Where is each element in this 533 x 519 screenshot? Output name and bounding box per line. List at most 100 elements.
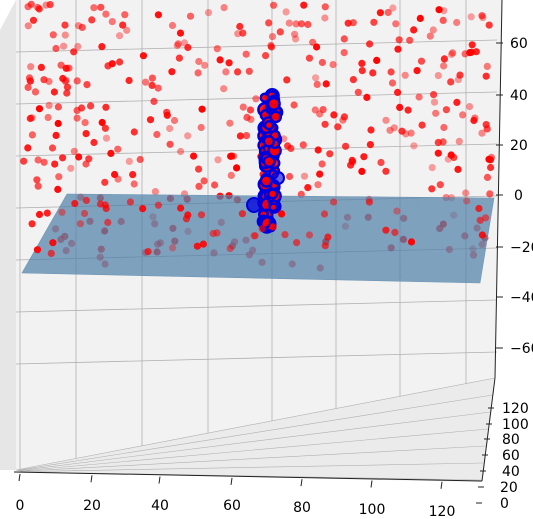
scatter-point — [71, 199, 79, 208]
plane-mesh-line — [342, 196, 367, 281]
scatter-point — [384, 8, 392, 17]
scatter-point — [476, 216, 484, 224]
scatter-point — [170, 116, 179, 125]
scatter-point — [169, 244, 177, 252]
cluster-point — [271, 171, 285, 185]
scatter-point — [258, 225, 266, 233]
scatter-point — [49, 239, 57, 247]
scatter-point — [373, 56, 381, 64]
scatter-point — [428, 164, 436, 172]
scatter-point — [394, 88, 402, 96]
y-tick-label: 20 — [500, 480, 518, 496]
scatter-point — [436, 181, 444, 189]
scatter-point — [269, 223, 277, 231]
scatter-point — [395, 36, 403, 44]
scatter-point — [70, 48, 78, 56]
scatter-point — [312, 74, 320, 82]
scatter-point — [78, 23, 86, 31]
x-axis-line — [13, 471, 483, 482]
scatter-point — [168, 21, 177, 30]
z-tick-label: 40 — [510, 88, 528, 104]
scatter-point — [216, 56, 224, 64]
scatter-point — [247, 115, 255, 123]
scatter-point — [230, 152, 238, 160]
scatter-point — [153, 130, 161, 139]
scatter-point — [150, 97, 158, 105]
scatter-point — [270, 1, 278, 9]
scatter-point — [330, 111, 338, 119]
scatter-point — [366, 141, 374, 149]
z-tick-label: 60 — [510, 36, 528, 52]
scatter-point — [252, 95, 260, 103]
scatter-point — [478, 129, 486, 137]
scatter-point — [226, 119, 234, 127]
scatter-point — [31, 88, 40, 96]
scatter-point — [382, 116, 390, 124]
scatter-point — [454, 165, 462, 173]
scatter-point — [321, 242, 329, 250]
scatter-point — [246, 106, 255, 114]
scatter-point — [101, 178, 109, 186]
z-tick-label: −20 — [510, 240, 533, 256]
scatter-point — [82, 130, 90, 138]
scatter-point — [487, 163, 495, 172]
scatter-point — [287, 144, 295, 153]
scatter-point — [90, 138, 98, 147]
scatter-point — [285, 19, 293, 27]
cluster-point — [246, 197, 262, 213]
scatter-point — [366, 40, 374, 48]
scatter-point — [136, 155, 144, 164]
x-tick-label: 80 — [293, 500, 311, 516]
scatter-point — [455, 137, 463, 145]
scatter-point — [300, 172, 309, 180]
scatter-point — [234, 30, 242, 38]
scatter-point — [478, 231, 486, 239]
scatter-point — [251, 232, 259, 240]
grid-line-z — [15, 39, 498, 53]
plane-mesh-line — [193, 195, 228, 277]
scatter-point — [190, 152, 198, 160]
scatter-point — [309, 38, 317, 46]
scatter-point — [300, 1, 308, 9]
scatter-point — [292, 20, 300, 28]
scatter-point — [292, 35, 300, 43]
scatter-point — [130, 128, 138, 136]
plane-mesh-line — [388, 197, 409, 282]
scatter-point — [459, 111, 467, 119]
scatter-point — [104, 218, 112, 226]
scatter-point — [75, 153, 83, 161]
scatter-point — [293, 239, 301, 247]
plane-mesh-line — [376, 197, 399, 281]
y-tick-label: 120 — [502, 401, 529, 417]
scatter-point — [34, 156, 42, 164]
scatter-point — [456, 71, 464, 79]
scatter-point — [324, 233, 332, 241]
scatter-point — [139, 52, 148, 60]
scatter-point — [432, 109, 440, 117]
scatter-point — [50, 88, 59, 96]
plane-mesh-line — [90, 194, 132, 275]
scatter-point — [236, 22, 244, 31]
scatter-point — [220, 4, 228, 12]
x-tick-label: 20 — [83, 498, 101, 514]
scatter-point — [470, 116, 478, 125]
scatter-point — [390, 124, 398, 132]
scatter-point — [148, 74, 156, 82]
scatter-point — [227, 171, 235, 179]
scatter-point — [44, 113, 52, 122]
scatter-point — [393, 207, 401, 215]
scatter-point — [63, 83, 72, 91]
scatter-point — [82, 160, 90, 168]
plane-mesh-line — [79, 194, 121, 275]
scatter-point — [444, 155, 452, 163]
x-tick — [90, 475, 93, 483]
scatter-point — [108, 18, 116, 26]
scatter-point — [450, 153, 458, 162]
scatter-point — [184, 43, 192, 52]
scatter-point — [461, 50, 469, 58]
scatter-point — [34, 182, 42, 190]
scatter-point — [51, 160, 59, 168]
grid-line-z — [15, 351, 498, 365]
scatter-point — [35, 105, 44, 113]
